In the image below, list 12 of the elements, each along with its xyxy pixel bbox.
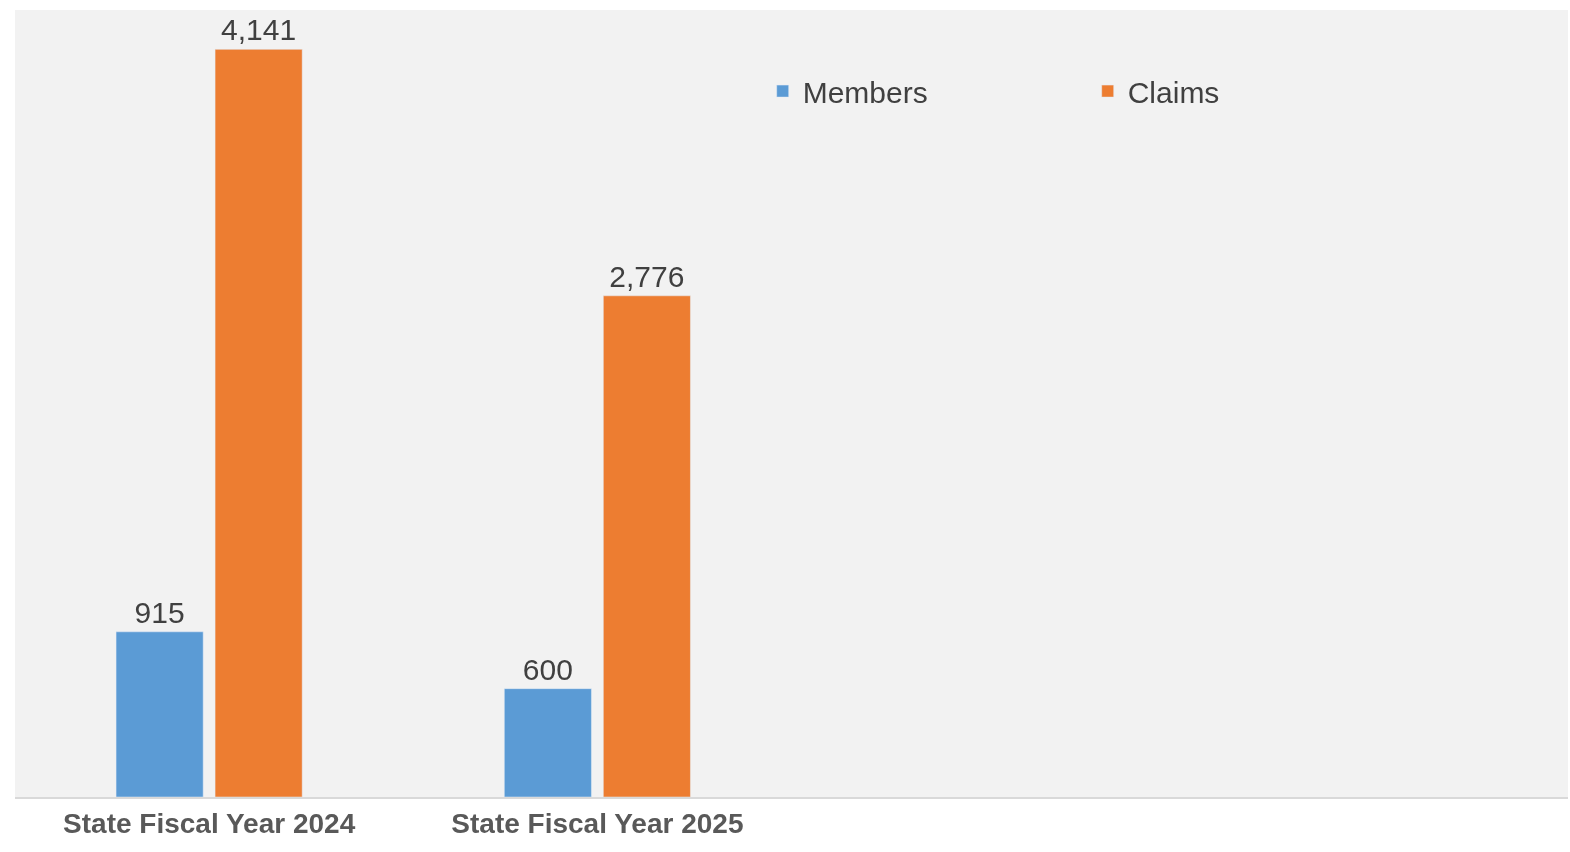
data-label: 2,776 (609, 259, 685, 293)
x-tick-label: State Fiscal Year 2025 (451, 807, 744, 839)
data-label: 915 (134, 595, 185, 629)
x-tick-label: State Fiscal Year 2024 (63, 807, 356, 839)
legend-label: Claims (1127, 75, 1220, 109)
legend-label: Members (802, 75, 928, 109)
data-label: 600 (522, 652, 573, 686)
bar (504, 688, 592, 797)
bar (603, 295, 691, 797)
bar (214, 49, 303, 797)
data-label: 4,141 (221, 13, 297, 47)
bar (115, 631, 204, 797)
